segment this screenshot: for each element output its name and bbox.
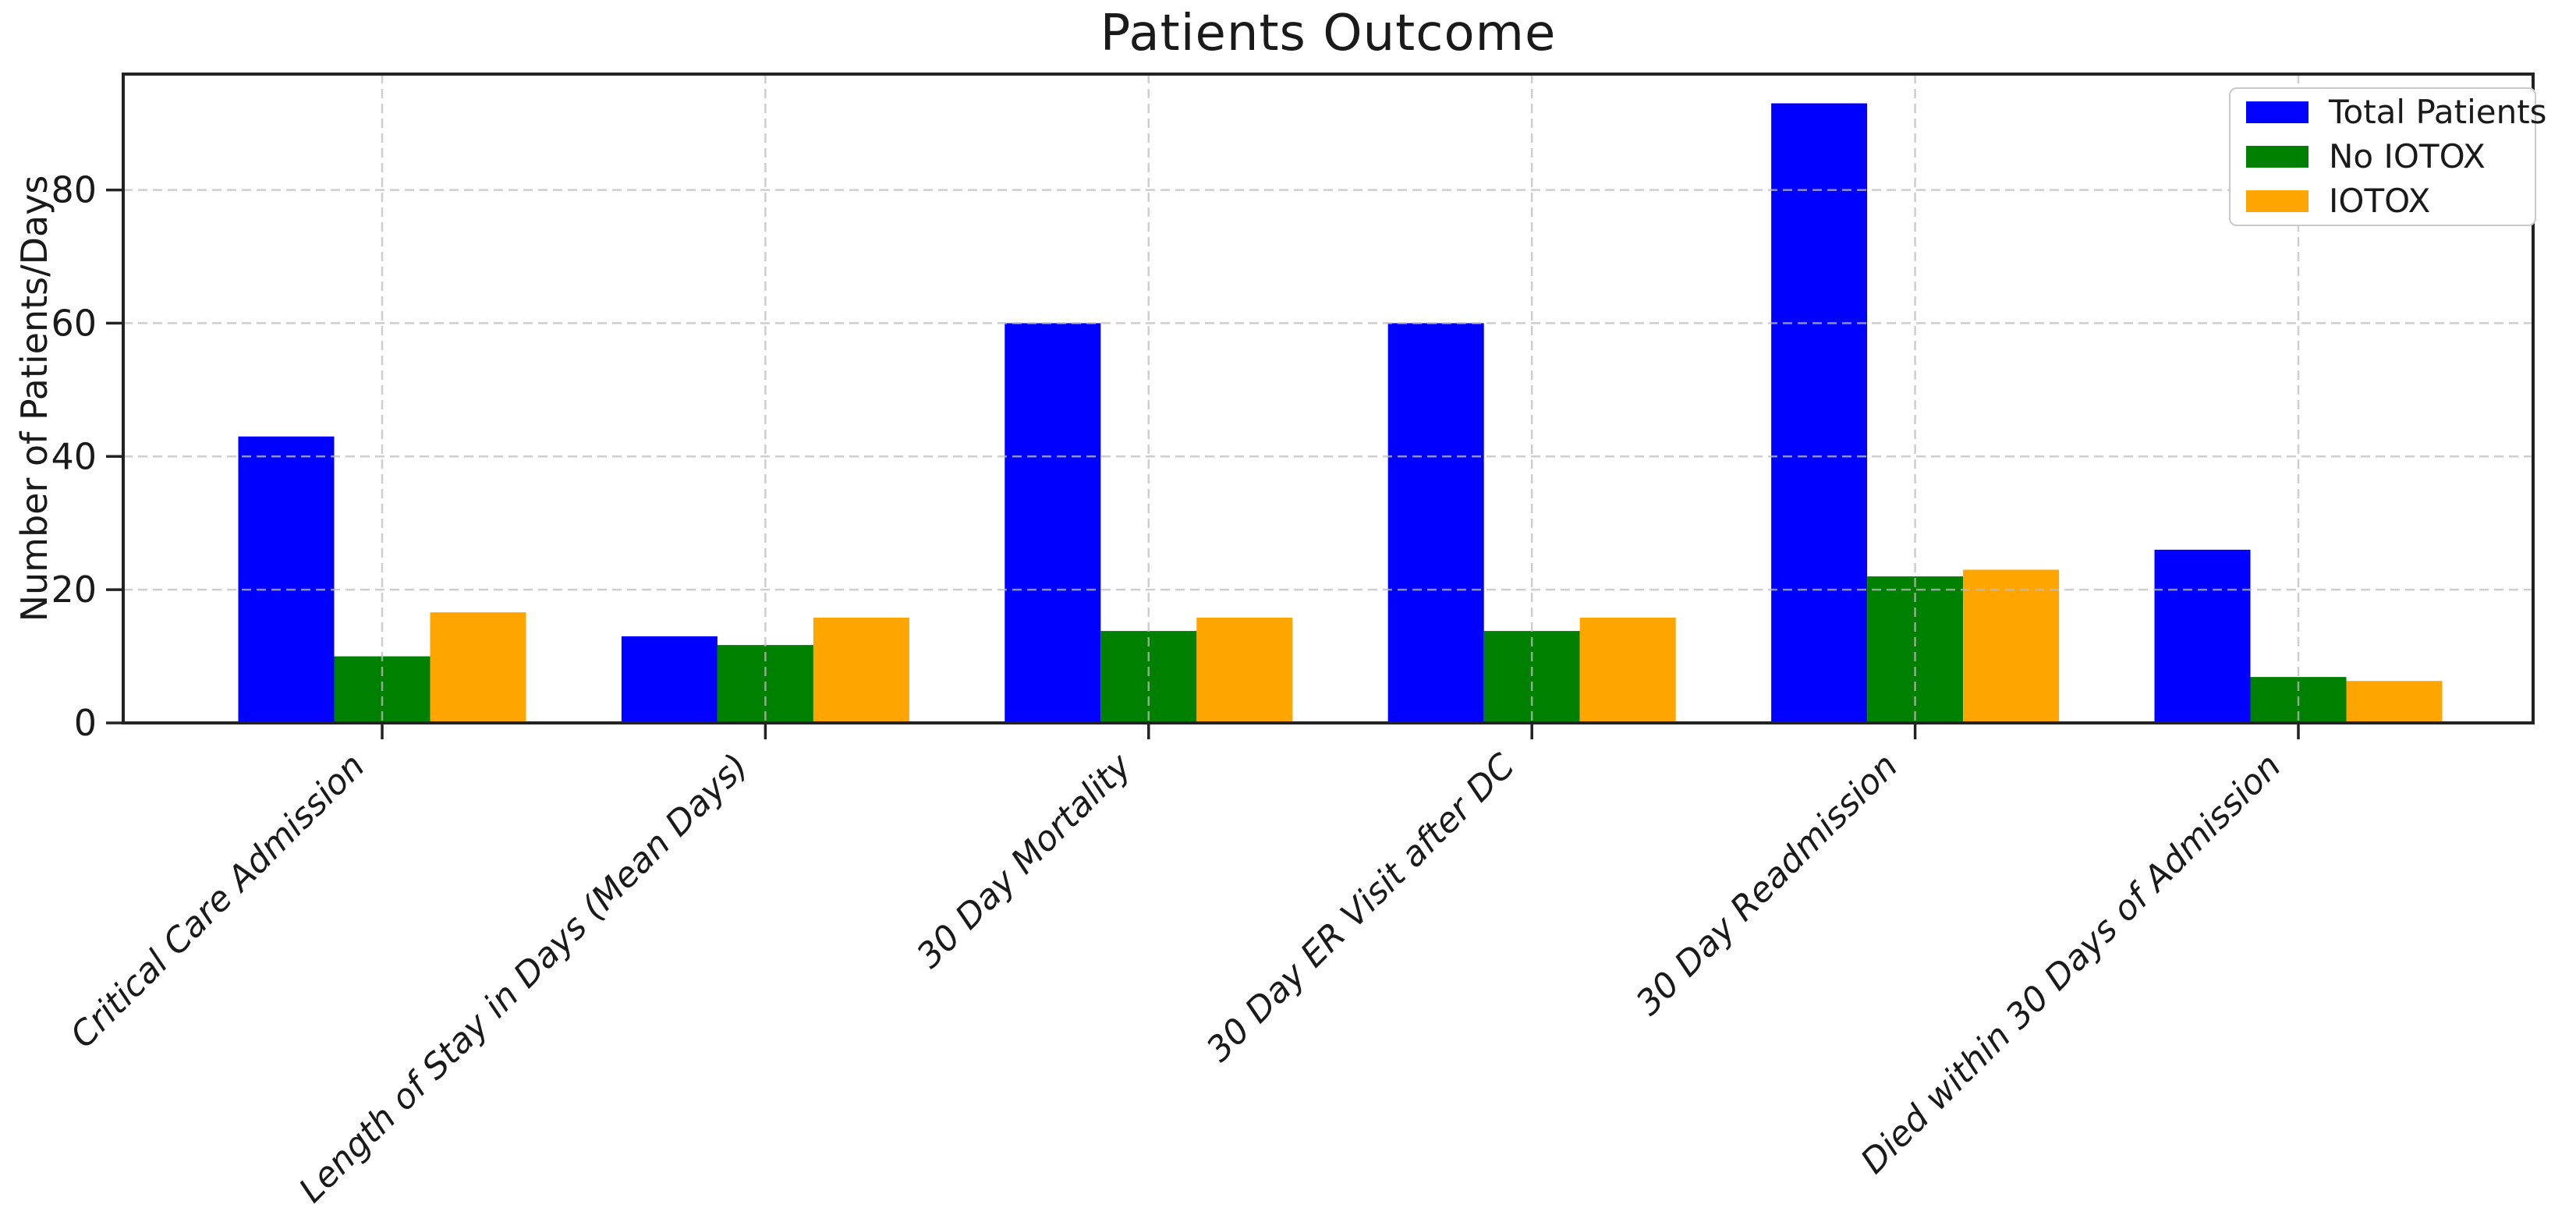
bar [2346,681,2443,723]
y-tick-label: 40 [51,435,97,477]
y-axis-label: Number of Patients/Days [13,175,55,622]
legend-label: Total Patients [2329,93,2547,131]
y-tick-label: 60 [51,302,97,344]
legend: Total Patients No IOTOX IOTOX [2229,87,2547,226]
chart-title: Patients Outcome [1100,5,1557,62]
bar [2154,549,2251,723]
bar [1196,618,1293,723]
bar [1579,618,1676,723]
x-tick-label: 30 Day ER Visit after DC [1199,746,1522,1070]
bar [621,636,718,723]
bar [1771,103,1868,723]
legend-swatch-total-patients [2246,101,2308,123]
legend-item-iotox: IOTOX [2246,185,2519,218]
legend-swatch-no-iotox [2246,146,2308,168]
legend-swatch-iotox [2246,190,2308,212]
bar [1963,569,2060,723]
plot-border [122,73,2535,724]
x-tick-label: Died within 30 Days of Admission [1853,746,2288,1181]
y-tick-label: 20 [51,569,97,611]
legend-item-total-patients: Total Patients [2246,96,2547,129]
bar [1387,323,1484,723]
x-tick-label: 30 Day Mortality [909,746,1139,976]
bar [1005,323,1101,723]
x-tick-label: 30 Day Readmission [1628,746,1905,1023]
y-tick-label: 80 [51,169,97,211]
bar [813,618,909,723]
bar [430,612,526,723]
legend-label: IOTOX [2329,182,2431,220]
x-tick-label: Length of Stay in Days (Mean Days) [292,746,756,1208]
x-tick-label: Critical Care Admission [63,746,373,1056]
y-tick-label: 0 [74,702,97,744]
bar [238,436,335,723]
legend-item-no-iotox: No IOTOX [2246,140,2519,173]
legend-label: No IOTOX [2329,137,2486,175]
